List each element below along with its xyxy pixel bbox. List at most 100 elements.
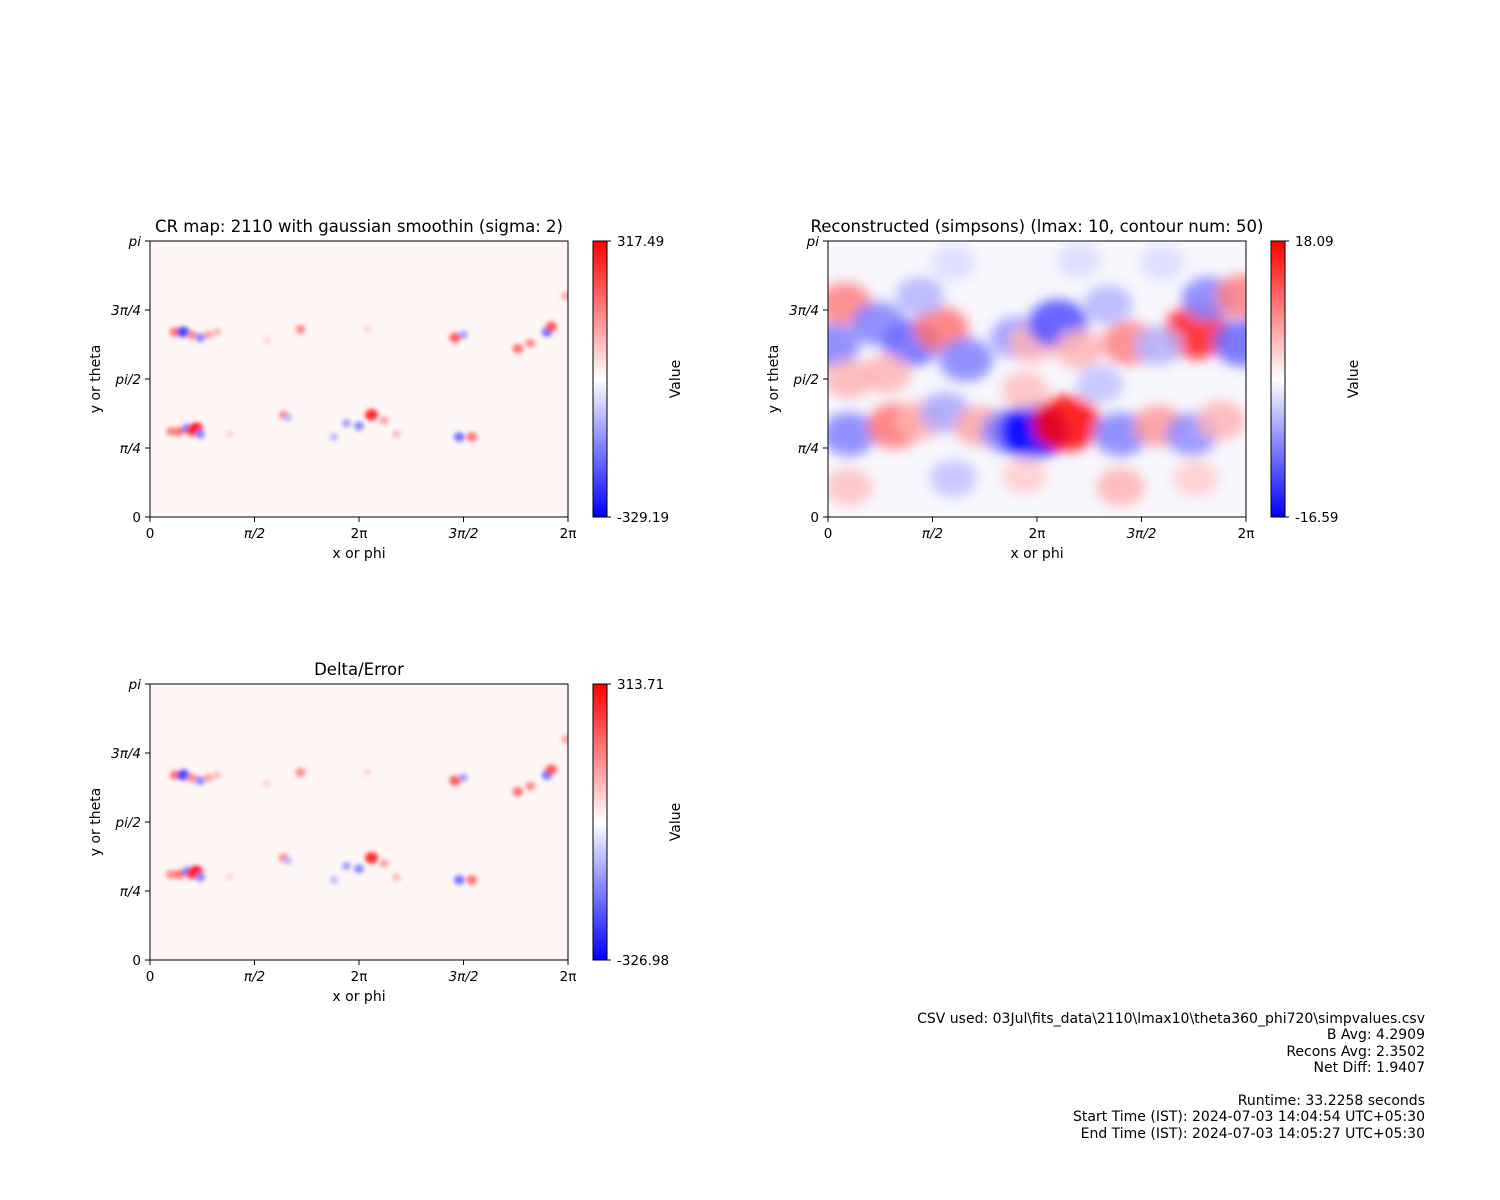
x-tick-label: π/2 <box>244 526 265 542</box>
heat-blob-33 <box>1000 371 1048 410</box>
x-axis-label: x or phi <box>1010 546 1063 562</box>
chart-panel-3: Delta/Error 0 π/2 2π 3π/2 2π 0 π/4 pi/2 3π/4 pi x o… <box>88 660 684 1005</box>
colorbar-label: Value <box>668 360 684 398</box>
heat-blob-8 <box>295 324 306 334</box>
chart-panel-1: CR map: 2110 with gaussian smoothin (sig… <box>88 217 684 562</box>
colorbar-label: Value <box>1346 360 1362 398</box>
plot-area <box>150 241 568 517</box>
heat-blob-19 <box>1213 319 1246 367</box>
colorbar-min-label: -326.98 <box>617 953 669 969</box>
heat-blob-20 <box>1134 326 1183 366</box>
x-tick-label: 3π/2 <box>1127 526 1157 542</box>
heat-blob-5 <box>203 330 214 340</box>
chart-title: Delta/Error <box>314 660 404 679</box>
chart-panel-2: Reconstructed (simpsons) (lmax: 10, cont… <box>766 217 1362 562</box>
colorbar <box>592 240 608 518</box>
heat-blob-28 <box>1032 395 1101 452</box>
heat-blob-39 <box>1173 459 1219 497</box>
heat-blob-3 <box>186 330 197 340</box>
x-axis-label: x or phi <box>332 989 385 1005</box>
x-tick-label: π/2 <box>922 526 943 542</box>
heat-blob-34 <box>1076 365 1124 404</box>
heat-blob-1 <box>169 770 181 780</box>
y-tick-label: π/4 <box>120 884 141 900</box>
heat-blob-18 <box>1214 274 1246 319</box>
y-tick-label: 3π/4 <box>111 303 141 319</box>
heat-blob-33 <box>329 876 339 884</box>
heat-blob-15 <box>1083 284 1133 325</box>
x-tick-label: 2π <box>1029 526 1046 542</box>
heat-blob-10 <box>449 775 461 786</box>
y-tick-label: pi <box>128 677 142 693</box>
heat-blob-16 <box>561 292 568 301</box>
x-tick-label: 3π/2 <box>449 526 479 542</box>
x-tick-label: 0 <box>146 526 155 542</box>
start-time-text: Start Time (IST): 2024-07-03 14:04:54 UT… <box>1073 1109 1425 1126</box>
y-axis-label: y or theta <box>88 345 104 414</box>
colorbar-max-label: 317.49 <box>617 234 664 250</box>
heat-blob-27 <box>364 409 379 421</box>
heat-blob-15 <box>545 321 558 332</box>
heatmap-cells <box>828 242 1246 507</box>
y-axis-label: y or theta <box>88 788 104 857</box>
heat-blob-8 <box>295 767 306 777</box>
heat-blob-24 <box>283 413 293 422</box>
heat-blob-5 <box>203 773 214 783</box>
heat-blob-7 <box>895 276 945 316</box>
heatmap-cells <box>165 735 568 885</box>
heat-blob-9 <box>363 768 372 776</box>
y-tick-label: 0 <box>132 953 141 969</box>
x-tick-label: 2π <box>351 526 368 542</box>
y-tick-label: 0 <box>810 510 819 526</box>
x-tick-label: 2π <box>351 969 368 985</box>
x-tick-label: 2π <box>1238 526 1255 542</box>
heat-blob-15 <box>545 764 558 775</box>
heatmap-cells <box>165 292 568 442</box>
y-tick-label: pi/2 <box>793 372 819 388</box>
heat-blob-33 <box>329 433 339 441</box>
b-avg-text: B Avg: 4.2909 <box>1326 1027 1425 1044</box>
heat-blob-26 <box>354 421 364 431</box>
heat-blob-24 <box>283 856 293 865</box>
heat-blob-13 <box>525 338 536 348</box>
x-tick-label: 0 <box>146 969 155 985</box>
heat-blob-18 <box>173 869 185 880</box>
y-tick-label: pi/2 <box>115 372 141 388</box>
heat-blob-22 <box>195 429 206 439</box>
heat-blob-26 <box>354 864 364 874</box>
heat-blob-28 <box>379 859 389 868</box>
x-tick-label: 0 <box>824 526 833 542</box>
runtime-text: Runtime: 33.2258 seconds <box>1237 1093 1425 1110</box>
heat-blob-11 <box>458 773 469 783</box>
y-tick-label: pi/2 <box>115 815 141 831</box>
heat-blob-12 <box>512 343 524 354</box>
plot-area <box>150 684 568 960</box>
heat-blob-8 <box>862 353 911 394</box>
heat-blob-27 <box>364 852 379 864</box>
colorbar-min-label: -16.59 <box>1295 510 1339 526</box>
heat-blob-25 <box>341 861 352 871</box>
colorbar-label: Value <box>668 803 684 841</box>
y-tick-label: 3π/4 <box>789 303 819 319</box>
heat-blob-13 <box>525 781 536 791</box>
heat-blob-17 <box>165 869 176 879</box>
x-tick-label: π/2 <box>244 969 265 985</box>
recons-avg-text: Recons Avg: 2.3502 <box>1286 1043 1425 1060</box>
heat-blob-29 <box>392 430 401 439</box>
chart-title: Reconstructed (simpsons) (lmax: 10, cont… <box>811 217 1264 236</box>
end-time-text: End Time (IST): 2024-07-03 14:05:27 UTC+… <box>1080 1125 1425 1142</box>
x-tick-label: 2π <box>560 526 577 542</box>
heat-blob-1 <box>169 327 181 337</box>
heat-blob-7 <box>263 779 271 787</box>
heat-blob-30 <box>453 432 465 442</box>
heat-blob-31 <box>466 432 478 442</box>
heat-blob-31 <box>466 875 478 885</box>
heat-blob-6 <box>938 337 993 382</box>
heat-blob-12 <box>512 786 524 797</box>
heat-blob-16 <box>561 735 568 744</box>
heat-blob-4 <box>195 776 206 786</box>
heat-blob-36 <box>929 459 977 498</box>
y-tick-label: 0 <box>132 510 141 526</box>
net-diff-text: Net Diff: 1.9407 <box>1313 1060 1426 1077</box>
